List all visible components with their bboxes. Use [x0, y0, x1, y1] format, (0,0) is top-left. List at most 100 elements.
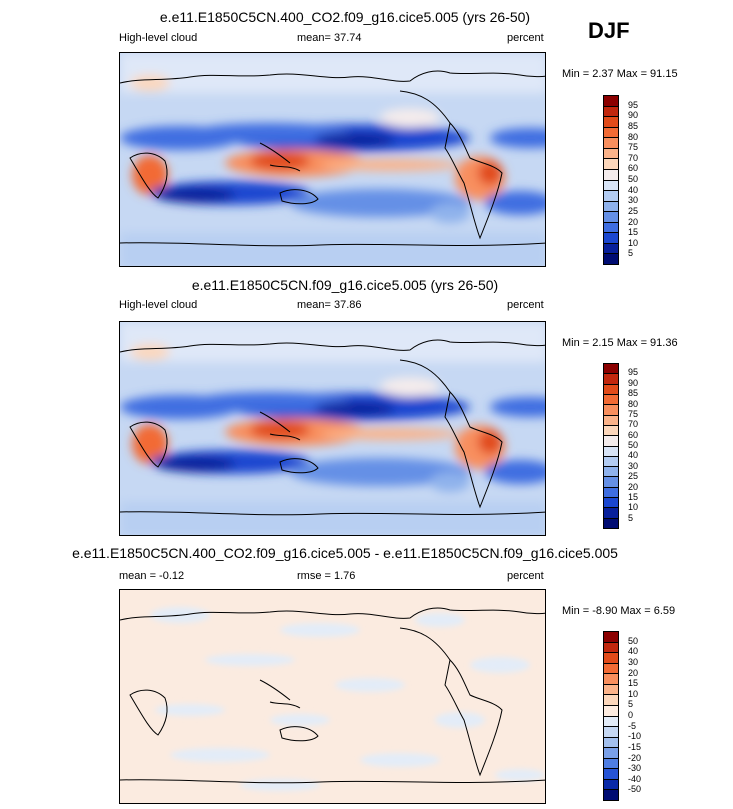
- panel-2-map: [119, 321, 546, 536]
- colorbar-tick-label: -10: [628, 731, 642, 742]
- colorbar-swatch: [604, 233, 618, 244]
- colorbar-swatch: [604, 374, 618, 385]
- panel-3-units: percent: [507, 570, 544, 582]
- colorbar-swatch: [604, 790, 618, 800]
- colorbar-swatch: [604, 436, 618, 447]
- colorbar-swatch: [604, 254, 618, 264]
- colorbar-tick-label: 40: [628, 646, 639, 657]
- panel-3-title: e.e11.E1850C5CN.400_CO2.f09_g16.cice5.00…: [72, 545, 618, 561]
- colorbar-swatch: [604, 159, 618, 170]
- colorbar-swatch: [604, 716, 618, 728]
- panel-1-units: percent: [507, 32, 544, 44]
- colorbar-tick-label: 95: [628, 99, 639, 110]
- colorbar-tick-label: 60: [628, 163, 639, 174]
- panel-1-center-label: mean= 37.74: [297, 32, 362, 44]
- colorbar-swatch: [604, 508, 618, 519]
- colorbar-swatch: [604, 467, 618, 478]
- colorbar-swatch: [604, 642, 618, 654]
- colorbar-swatch: [604, 394, 618, 406]
- colorbar-swatch: [604, 180, 618, 192]
- colorbar-swatch: [604, 201, 618, 213]
- colorbar-swatches: [604, 364, 618, 528]
- colorbar-tick-label: 85: [628, 388, 639, 399]
- colorbar-tick-label: 10: [628, 688, 639, 699]
- colorbar-tick-label: 20: [628, 216, 639, 227]
- colorbar-swatch: [604, 212, 618, 223]
- colorbar-swatch: [604, 727, 618, 738]
- colorbar-swatch: [604, 748, 618, 759]
- colorbar-swatch: [604, 477, 618, 488]
- colorbar-tick-label: 90: [628, 110, 639, 121]
- colorbar-tick-label: 40: [628, 450, 639, 461]
- colorbar-swatch: [604, 191, 618, 202]
- colorbar-tick-label: 20: [628, 667, 639, 678]
- panel-1-map: [119, 52, 546, 267]
- colorbar-tick-label: 20: [628, 481, 639, 492]
- colorbar-swatch: [604, 446, 618, 457]
- colorbar-tick-label: 5: [628, 699, 634, 710]
- colorbar-swatch: [604, 632, 618, 643]
- panel-1-minmax: Min = 2.37 Max = 91.15: [562, 68, 678, 80]
- colorbar-swatch: [604, 384, 618, 395]
- colorbar-tick-label: 40: [628, 184, 639, 195]
- colorbar-tick-label: 90: [628, 377, 639, 388]
- colorbar-tick-label: 80: [628, 398, 639, 409]
- panel-2-center-label: mean= 37.86: [297, 299, 362, 311]
- panel-1-left-label: High-level cloud: [119, 32, 198, 44]
- colorbar-tick-label: 95: [628, 367, 639, 378]
- panel-2-left-label: High-level cloud: [119, 299, 198, 311]
- colorbar-tick-label: 5: [628, 512, 634, 523]
- colorbar-swatches: [604, 96, 618, 264]
- colorbar-tick-label: 50: [628, 174, 639, 184]
- colorbar-tick-label: -30: [628, 763, 642, 774]
- colorbar-swatch: [604, 243, 618, 255]
- panel-3-minmax: Min = -8.90 Max = 6.59: [562, 605, 676, 617]
- panel-1-field: [120, 53, 545, 266]
- colorbar-swatch: [604, 169, 618, 181]
- colorbar-swatch: [604, 674, 618, 685]
- colorbar-tick-label: 25: [628, 471, 639, 482]
- panel-3-rmse-label: rmse = 1.76: [297, 570, 356, 582]
- colorbar-swatch: [604, 127, 618, 139]
- panel-2-units: percent: [507, 299, 544, 311]
- colorbar-swatch: [604, 498, 618, 509]
- panel-3-colorbar: [603, 631, 619, 801]
- panel-2-minmax: Min = 2.15 Max = 91.36: [562, 337, 678, 349]
- colorbar-swatch: [604, 705, 618, 717]
- colorbar-tick-label: -50: [628, 784, 642, 795]
- colorbar-swatch: [604, 405, 618, 416]
- colorbar-swatch: [604, 148, 618, 160]
- colorbar-tick-label: 15: [628, 227, 639, 238]
- panel-2-title: e.e11.E1850C5CN.f09_g16.cice5.005 (yrs 2…: [191, 277, 499, 293]
- colorbar-swatch: [604, 415, 618, 426]
- panel-2-colorbar: [603, 363, 619, 529]
- colorbar-swatch: [604, 138, 618, 149]
- colorbar-tick-label: 75: [628, 408, 639, 419]
- colorbar-tick-label: 25: [628, 205, 639, 216]
- colorbar-swatch: [604, 695, 618, 706]
- colorbar-tick-label: 30: [628, 656, 639, 667]
- colorbar-tick-label: 0: [628, 710, 634, 720]
- colorbar-swatch: [604, 222, 618, 234]
- colorbar-tick-label: 5: [628, 248, 634, 259]
- colorbar-swatch: [604, 758, 618, 770]
- colorbar-tick-label: -15: [628, 741, 642, 752]
- colorbar-swatch: [604, 769, 618, 780]
- colorbar-swatch: [604, 364, 618, 375]
- colorbar-swatch: [604, 518, 618, 528]
- colorbar-swatch: [604, 117, 618, 128]
- colorbar-tick-label: -20: [628, 752, 642, 763]
- colorbar-tick-label: 75: [628, 142, 639, 153]
- colorbar-swatches: [604, 632, 618, 800]
- colorbar-tick-label: 80: [628, 131, 639, 142]
- colorbar-swatch: [604, 425, 618, 437]
- panel-3-map: [119, 589, 546, 804]
- colorbar-tick-label: -40: [628, 773, 642, 784]
- colorbar-swatch: [604, 779, 618, 791]
- colorbar-tick-label: 60: [628, 429, 639, 440]
- colorbar-tick-label: 70: [628, 419, 639, 430]
- colorbar-tick-label: 50: [628, 440, 639, 450]
- colorbar-swatch: [604, 737, 618, 749]
- colorbar-tick-label: 30: [628, 195, 639, 206]
- colorbar-swatch: [604, 653, 618, 664]
